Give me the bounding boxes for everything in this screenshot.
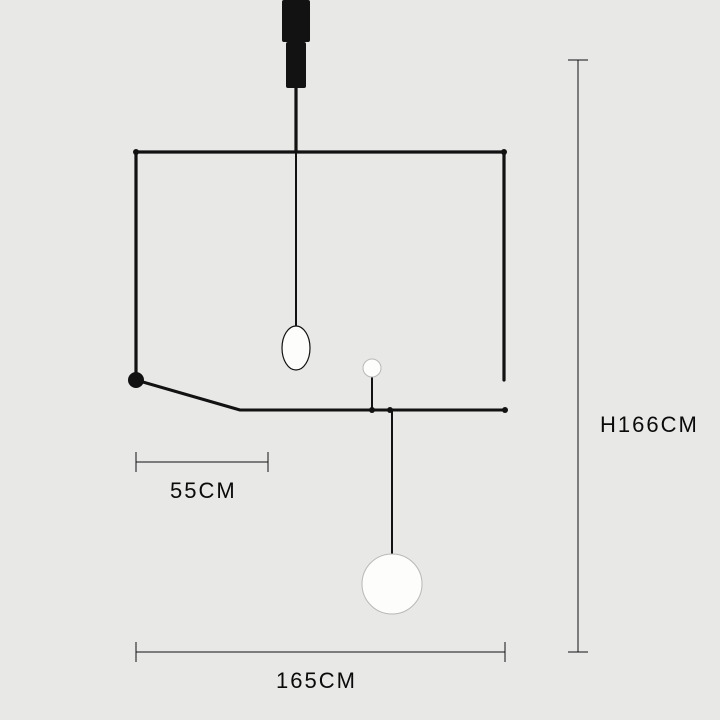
small-globe bbox=[363, 359, 381, 377]
bar-endcap bbox=[502, 407, 508, 413]
ceiling-canopy-top bbox=[282, 0, 310, 42]
diagram-background bbox=[0, 0, 720, 720]
dimension-label: 165CM bbox=[276, 668, 357, 693]
pendant-dimension-diagram: 55CM 165CM H166CM bbox=[0, 0, 720, 720]
dimension-label: 55CM bbox=[170, 478, 237, 503]
ceiling-canopy-mid bbox=[286, 42, 306, 88]
arm-knob bbox=[128, 372, 144, 388]
large-globe bbox=[362, 554, 422, 614]
ellipse-pendant bbox=[282, 326, 310, 370]
dimension-label: H166CM bbox=[600, 412, 699, 437]
